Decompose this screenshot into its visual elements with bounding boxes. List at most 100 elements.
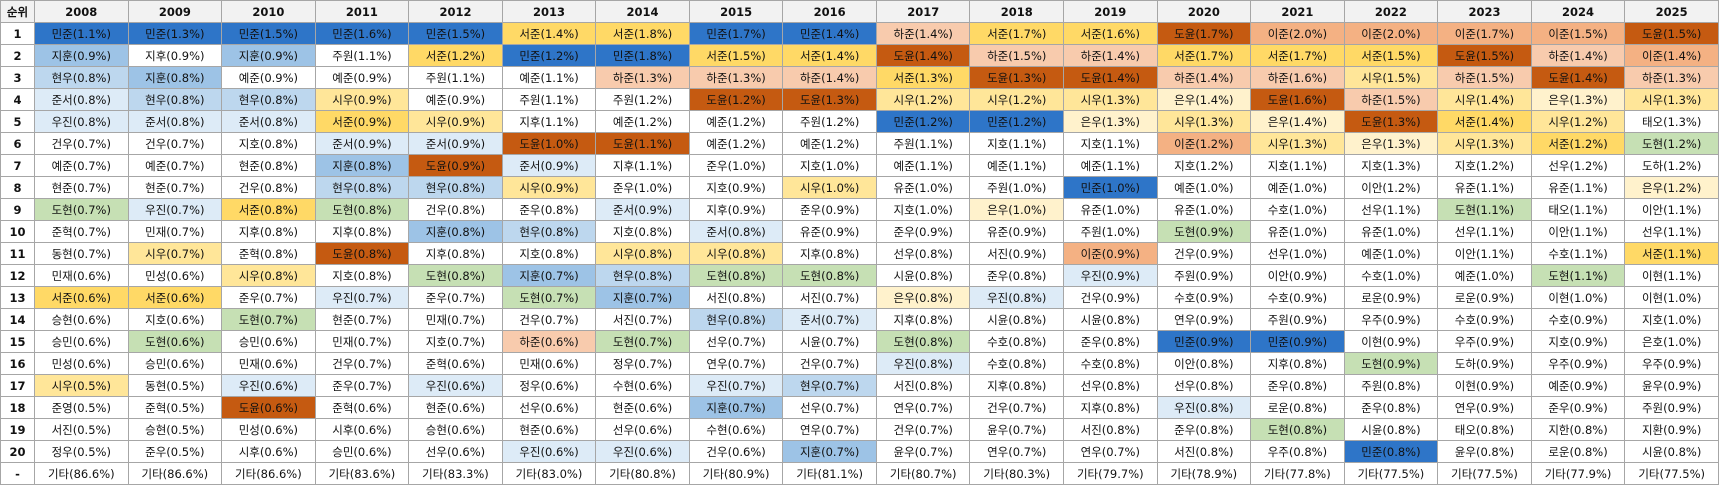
name-cell: 도윤(1.7%) bbox=[1156, 22, 1252, 45]
name-cell: 지호(1.1%) bbox=[969, 132, 1065, 155]
name-cell: 우주(0.9%) bbox=[1343, 308, 1439, 331]
name-cell: 서준(0.6%) bbox=[34, 286, 129, 309]
name-cell: 현준(0.6%) bbox=[595, 396, 690, 419]
name-cell: 서진(0.8%) bbox=[1156, 440, 1252, 463]
name-cell: 선우(1.1%) bbox=[1343, 198, 1439, 221]
name-cell: 기타(86.6%) bbox=[34, 462, 129, 485]
name-cell: 현우(0.8%) bbox=[314, 176, 410, 199]
name-cell: 준우(0.8%) bbox=[1063, 330, 1158, 353]
name-cell: 민준(1.1%) bbox=[34, 22, 129, 45]
name-cell: 기타(83.6%) bbox=[314, 462, 410, 485]
name-cell: 기타(77.5%) bbox=[1624, 462, 1719, 485]
table-row: 2 지훈(0.9%) 지후(0.9%) 지훈(0.9%) 주원(1.1%) 서준(1.2%… bbox=[0, 44, 1719, 67]
name-cell: 민준(1.7%) bbox=[688, 22, 784, 45]
table-row: 10 준혁(0.7%) 민재(0.7%) 지후(0.8%) 지후(0.8%) 지훈(0.8… bbox=[0, 220, 1719, 243]
name-cell: 시우(1.2%) bbox=[875, 88, 971, 111]
name-cell: 건우(0.7%) bbox=[875, 418, 971, 441]
name-cell: 우주(0.9%) bbox=[1530, 352, 1626, 375]
name-cell: 준서(0.9%) bbox=[501, 154, 597, 177]
name-cell: 지호(1.1%) bbox=[1250, 154, 1345, 177]
name-cell: 도현(0.8%) bbox=[408, 264, 503, 287]
name-cell: 건우(0.7%) bbox=[127, 132, 223, 155]
name-cell: 주원(1.1%) bbox=[408, 66, 503, 89]
name-cell: 우진(0.8%) bbox=[34, 110, 129, 133]
name-cell: 민재(0.7%) bbox=[408, 308, 503, 331]
rank-cell: 5 bbox=[0, 110, 35, 133]
name-cell: 민준(1.0%) bbox=[1063, 176, 1158, 199]
name-cell: 민준(0.9%) bbox=[1156, 330, 1252, 353]
name-cell: 우주(0.8%) bbox=[1250, 440, 1345, 463]
name-cell: 예준(0.7%) bbox=[34, 154, 129, 177]
name-cell: 선우(1.0%) bbox=[1250, 242, 1345, 265]
name-cell: 민성(0.6%) bbox=[221, 418, 316, 441]
name-cell: 준서(0.9%) bbox=[408, 132, 503, 155]
name-cell: 우진(0.6%) bbox=[501, 440, 597, 463]
name-cell: 서준(1.7%) bbox=[969, 22, 1065, 45]
name-cell: 하준(1.6%) bbox=[1250, 66, 1345, 89]
table-row: 13 서준(0.6%) 서준(0.6%) 준우(0.7%) 우진(0.7%) 준우(0.7… bbox=[0, 286, 1719, 309]
name-cell: 은우(1.2%) bbox=[1624, 176, 1719, 199]
name-cell: 준우(0.8%) bbox=[1343, 396, 1439, 419]
table-row: 8 현준(0.7%) 현준(0.7%) 건우(0.8%) 현우(0.8%) 현우(0.8%… bbox=[0, 176, 1719, 199]
name-cell: 예준(0.9%) bbox=[1530, 374, 1626, 397]
name-cell: 서준(1.5%) bbox=[688, 44, 784, 67]
name-cell: 기타(81.1%) bbox=[782, 462, 877, 485]
name-cell: 예준(1.2%) bbox=[688, 110, 784, 133]
rank-cell: 19 bbox=[0, 418, 35, 441]
name-cell: 지후(0.8%) bbox=[314, 220, 410, 243]
name-cell: 도현(1.1%) bbox=[1530, 264, 1626, 287]
rank-header: 순위 bbox=[0, 0, 35, 23]
name-cell: 준우(0.8%) bbox=[1156, 418, 1252, 441]
name-cell: 이안(0.8%) bbox=[1156, 352, 1252, 375]
name-cell: 우진(0.7%) bbox=[314, 286, 410, 309]
name-cell: 선우(1.1%) bbox=[1624, 220, 1719, 243]
year-header: 2025 bbox=[1624, 0, 1719, 23]
name-cell: 주원(1.2%) bbox=[595, 88, 690, 111]
name-cell: 지훈(0.7%) bbox=[782, 440, 877, 463]
name-cell: 준영(0.5%) bbox=[34, 396, 129, 419]
name-cell: 민준(0.9%) bbox=[1250, 330, 1345, 353]
name-cell: 준서(0.9%) bbox=[314, 132, 410, 155]
name-cell: 시우(1.2%) bbox=[1530, 110, 1626, 133]
name-cell: 민성(0.6%) bbox=[127, 264, 223, 287]
name-cell: 시우(1.2%) bbox=[969, 88, 1065, 111]
name-cell: 건우(0.8%) bbox=[408, 198, 503, 221]
name-cell: 유준(1.0%) bbox=[1250, 220, 1345, 243]
name-cell: 도윤(1.1%) bbox=[595, 132, 690, 155]
year-header: 2020 bbox=[1156, 0, 1252, 23]
rank-cell: 3 bbox=[0, 66, 35, 89]
rank-cell: 13 bbox=[0, 286, 35, 309]
name-cell: 서준(1.4%) bbox=[782, 44, 877, 67]
name-cell: 선우(0.8%) bbox=[875, 242, 971, 265]
name-cell: 기타(80.7%) bbox=[875, 462, 971, 485]
year-header: 2019 bbox=[1063, 0, 1158, 23]
name-cell: 이준(1.4%) bbox=[1624, 44, 1719, 67]
name-cell: 선우(0.8%) bbox=[1156, 374, 1252, 397]
name-cell: 선우(0.7%) bbox=[782, 396, 877, 419]
name-cell: 태오(1.3%) bbox=[1624, 110, 1719, 133]
name-cell: 기타(86.6%) bbox=[221, 462, 316, 485]
name-cell: 시후(0.6%) bbox=[221, 440, 316, 463]
name-cell: 준우(0.7%) bbox=[408, 286, 503, 309]
name-cell: 우진(0.8%) bbox=[1156, 396, 1252, 419]
name-cell: 하준(1.3%) bbox=[1624, 66, 1719, 89]
name-cell: 민재(0.7%) bbox=[127, 220, 223, 243]
name-cell: 유준(0.9%) bbox=[969, 220, 1065, 243]
name-cell: 서준(0.6%) bbox=[127, 286, 223, 309]
name-cell: 시우(0.8%) bbox=[688, 242, 784, 265]
name-cell: 선우(0.6%) bbox=[501, 396, 597, 419]
table-row: 14 승현(0.6%) 지호(0.6%) 도현(0.7%) 현준(0.7%) 민재(0.7… bbox=[0, 308, 1719, 331]
name-cell: 시우(0.7%) bbox=[127, 242, 223, 265]
name-cell: 주원(1.1%) bbox=[875, 132, 971, 155]
name-cell: 시우(1.3%) bbox=[1156, 110, 1252, 133]
name-cell: 도윤(1.3%) bbox=[1343, 110, 1439, 133]
name-cell: 서준(0.8%) bbox=[221, 198, 316, 221]
name-cell: 수호(1.1%) bbox=[1530, 242, 1626, 265]
name-cell: 도현(0.8%) bbox=[314, 198, 410, 221]
name-cell: 현준(0.7%) bbox=[314, 308, 410, 331]
name-cell: 정우(0.7%) bbox=[595, 352, 690, 375]
name-cell: 예준(1.1%) bbox=[1063, 154, 1158, 177]
name-cell: 주원(0.9%) bbox=[1156, 264, 1252, 287]
name-cell: 서준(1.7%) bbox=[1156, 44, 1252, 67]
